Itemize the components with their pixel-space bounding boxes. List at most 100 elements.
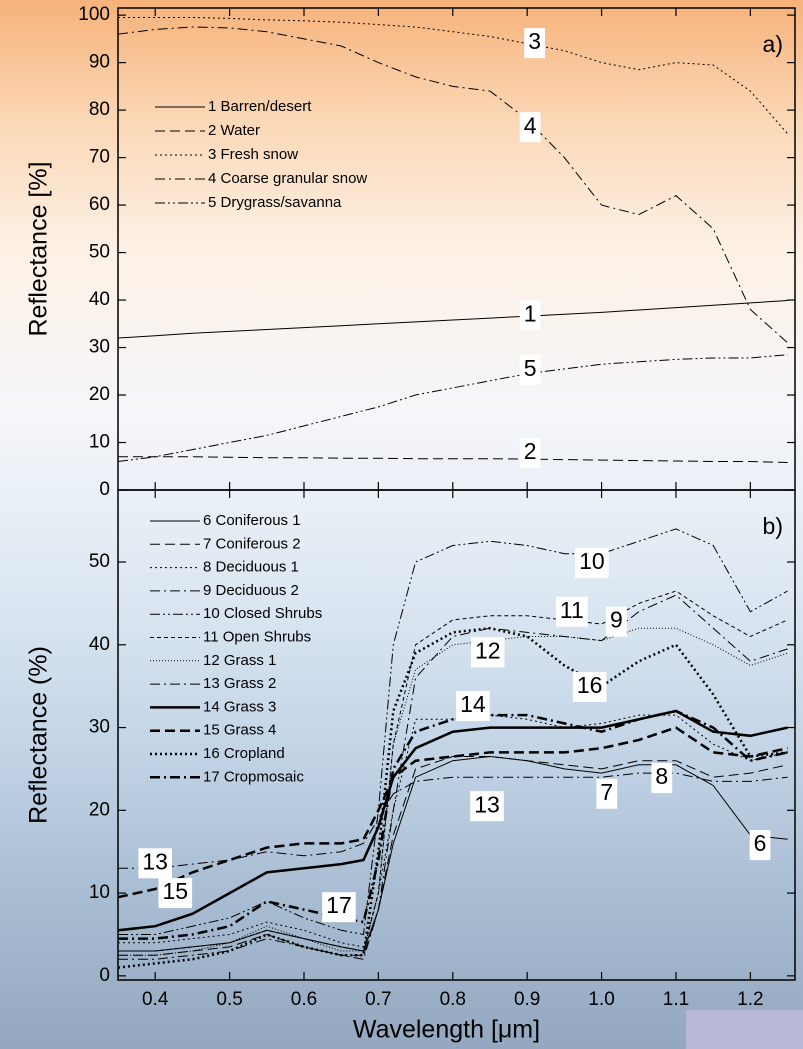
x-tick-label: 1.1 [663,989,689,1010]
y-tick-label: 0 [99,479,110,500]
annotation: 13 [474,791,500,817]
legend-label: 12 Grass 1 [203,652,276,669]
annotation: 16 [577,672,603,698]
legend-label: 10 Closed Shrubs [203,605,322,622]
x-tick-label: 0.5 [216,989,242,1010]
x-tick-label: 0.8 [440,989,466,1010]
y-tick-label: 20 [89,799,110,820]
legend-label: 1 Barren/desert [208,98,312,115]
annotation: 6 [754,830,767,856]
x-axis-title: Wavelength [μm] [353,1016,540,1044]
annotation: 14 [460,691,486,717]
label-box [651,763,673,794]
x-tick-label: 0.9 [514,989,540,1010]
label-box [572,671,607,702]
legend-label: 3 Fresh snow [208,146,298,163]
label-box [749,830,771,861]
label-box [322,892,356,923]
annotation: 12 [475,637,501,663]
series-line [117,709,788,932]
series-line [118,756,788,956]
legend-label: 13 Grass 2 [203,675,276,692]
annotation: 11 [560,597,584,623]
legend-label: 14 Grass 3 [203,698,276,715]
y-tick-label: 60 [89,194,110,215]
annotation: 8 [655,763,668,789]
legend-label: 5 Drygrass/savanna [208,194,342,211]
annotation: 2 [524,438,537,464]
x-tick-label: 1.2 [737,989,763,1010]
series-line [117,354,788,462]
plot-frame [117,7,796,491]
y-tick-label: 70 [89,147,110,168]
series-line [118,590,788,952]
legend-label: 4 Coarse granular snow [208,170,367,187]
annotation: 5 [524,355,537,381]
label-box [158,878,193,909]
label-box [519,437,541,468]
series-line [118,772,788,869]
x-tick-label: 0.6 [291,989,317,1010]
y-tick-label: 90 [89,52,110,73]
y-tick-label: 10 [89,432,110,453]
panel-label: b) [763,513,783,539]
y-tick-label: 80 [89,99,110,120]
plot-frame [117,489,796,981]
label-box [606,606,627,637]
annotation: 7 [600,779,613,805]
legend-label: 9 Deciduous 2 [203,582,299,599]
annotation: 13 [142,848,168,874]
y-axis-title: Reflectance [%] [25,161,53,336]
y-axis-title: Reflectance (%) [25,646,53,824]
legend-label: 16 Cropland [203,745,285,762]
y-tick-label: 30 [89,717,110,738]
y-tick-label: 50 [89,242,110,263]
y-tick-label: 10 [89,882,110,903]
x-tick-label: 0.7 [365,989,391,1010]
series-line [118,627,788,956]
annotation: 9 [610,607,623,633]
label-box [519,354,541,385]
panel-label: a) [763,31,783,57]
y-tick-label: 50 [89,551,110,572]
legend-label: 6 Coniferous 1 [203,512,301,529]
label-box [470,791,504,822]
series-line [118,456,788,463]
annotation: 15 [162,878,188,904]
label-box [138,848,172,879]
y-tick-label: 0 [99,965,110,986]
series-line [117,300,788,339]
label-box [555,596,588,627]
y-tick-label: 40 [89,289,110,310]
label-box [519,112,541,143]
series-line [117,26,788,344]
corner-box [686,1010,803,1049]
legend-label: 2 Water [208,122,260,139]
label-box [596,778,618,809]
x-tick-label: 0.4 [142,989,169,1010]
y-tick-label: 100 [78,4,110,25]
label-box [456,691,490,722]
series-line [118,714,788,948]
y-tick-label: 20 [89,384,110,405]
annotation: 3 [528,28,541,54]
series-line [118,755,788,952]
annotation: 17 [326,892,352,918]
legend-label: 8 Deciduous 1 [203,559,299,576]
legend-label: 11 Open Shrubs [203,628,311,645]
legend-label: 17 Cropmosaic [203,768,304,785]
y-tick-label: 30 [89,337,110,358]
series-line [117,726,788,899]
legend-label: 15 Grass 4 [203,722,276,739]
legend-label: 7 Coniferous 2 [203,535,301,552]
series-line [117,626,788,969]
x-tick-label: 1.0 [588,989,614,1010]
label-box [575,547,609,578]
annotation: 1 [524,300,537,326]
label-box [519,300,541,331]
label-box [524,28,546,59]
series-line [118,17,788,135]
series-line [118,709,788,940]
annotation: 10 [579,548,605,574]
